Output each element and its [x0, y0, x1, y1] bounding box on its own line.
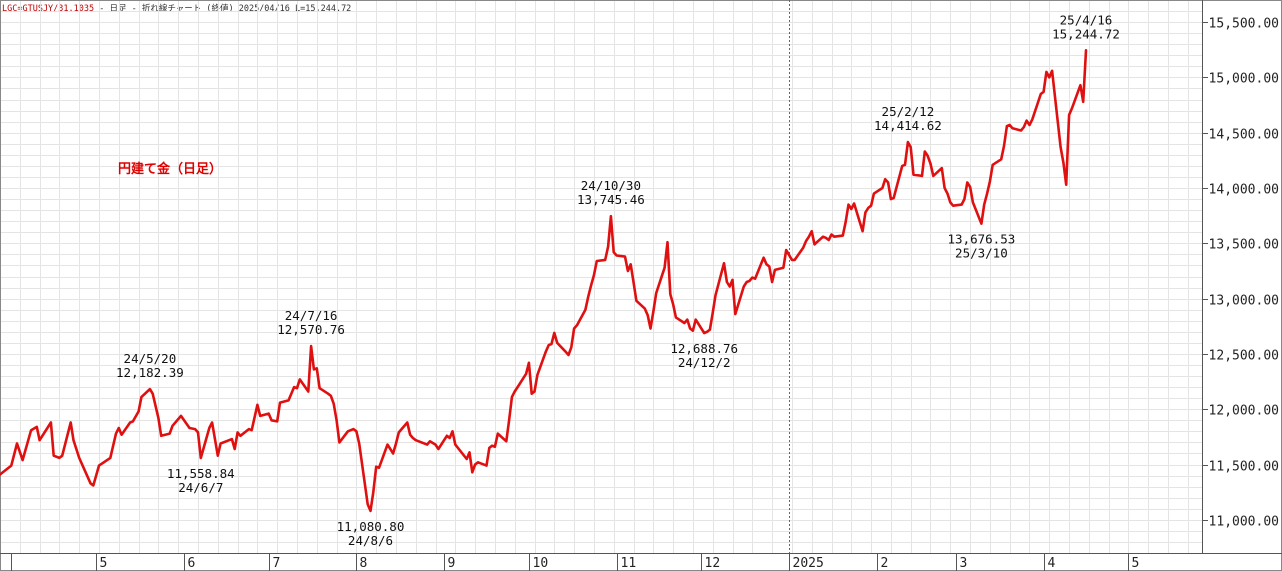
annotation-line-2: 15,244.72	[1052, 26, 1120, 41]
y-tick-label: 15,000.00	[1209, 72, 1279, 87]
annotation-line-1: 24/10/30	[581, 178, 641, 193]
annotation-line-2: 24/8/6	[348, 533, 393, 548]
annotation-line-2: 25/3/10	[955, 246, 1008, 261]
y-tick-label: 13,000.00	[1209, 294, 1279, 309]
x-tick-label: 2	[881, 556, 889, 571]
x-tick-label: 5	[1132, 556, 1140, 571]
x-tick-label: 10	[533, 556, 549, 571]
x-tick-label: 3	[960, 556, 968, 571]
annotation-line-1: 25/4/16	[1060, 12, 1113, 27]
y-tick-label: 14,000.00	[1209, 183, 1279, 198]
annotation-line-1: 11,080.80	[337, 519, 405, 534]
x-tick-label: 9	[448, 556, 456, 571]
annotation-line-1: 24/5/20	[124, 351, 177, 366]
annotation-line-2: 12,182.39	[116, 365, 184, 380]
annotation-line-2: 24/12/2	[678, 355, 731, 370]
y-tick-label: 13,500.00	[1209, 238, 1279, 253]
price-annotations: 24/5/2012,182.3911,558.8424/6/724/7/1612…	[116, 12, 1120, 548]
chart-header: LGC=GTUSJY/31.1035 - 日足 - 折れ線チャート (終値) 2…	[2, 2, 351, 14]
x-tick-label: 7	[273, 556, 281, 571]
x-tick-label: 6	[188, 556, 196, 571]
series-legend-label: 円建て金（日足）	[118, 162, 223, 177]
y-tick-label: 11,000.00	[1209, 515, 1279, 530]
x-tick-label: 12	[705, 556, 721, 571]
annotation-line-1: 25/2/12	[882, 104, 935, 119]
ticker-symbol: LGC=GTUSJY/31.1035	[2, 4, 95, 14]
price-series	[0, 49, 1088, 513]
annotation-line-1: 24/7/16	[285, 308, 338, 323]
header-info: - 日足 - 折れ線チャート (終値) 2025/04/16 L=15,244.…	[94, 4, 352, 14]
x-tick-label: 11	[621, 556, 637, 571]
y-tick-label: 15,500.00	[1209, 17, 1279, 32]
x-tick-label: 8	[360, 556, 368, 571]
x-tick-label: 4	[1048, 556, 1056, 571]
annotation-line-2: 12,570.76	[277, 322, 345, 337]
annotation-line-1: 13,676.53	[948, 232, 1016, 247]
price-line	[0, 49, 1088, 513]
annotation-line-1: 12,688.76	[670, 341, 738, 356]
annotation-line-2: 13,745.46	[577, 192, 645, 207]
annotation-line-2: 24/6/7	[178, 480, 223, 495]
y-tick-label: 12,500.00	[1209, 349, 1279, 364]
y-tick-label: 11,500.00	[1209, 460, 1279, 475]
annotation-line-2: 14,414.62	[874, 118, 942, 133]
x-tick-label: 2025	[793, 556, 824, 571]
y-tick-label: 14,500.00	[1209, 128, 1279, 143]
grid-lines	[0, 0, 1202, 553]
annotation-line-1: 11,558.84	[167, 466, 235, 481]
y-tick-label: 12,000.00	[1209, 404, 1279, 419]
x-tick-label: 5	[100, 556, 108, 571]
